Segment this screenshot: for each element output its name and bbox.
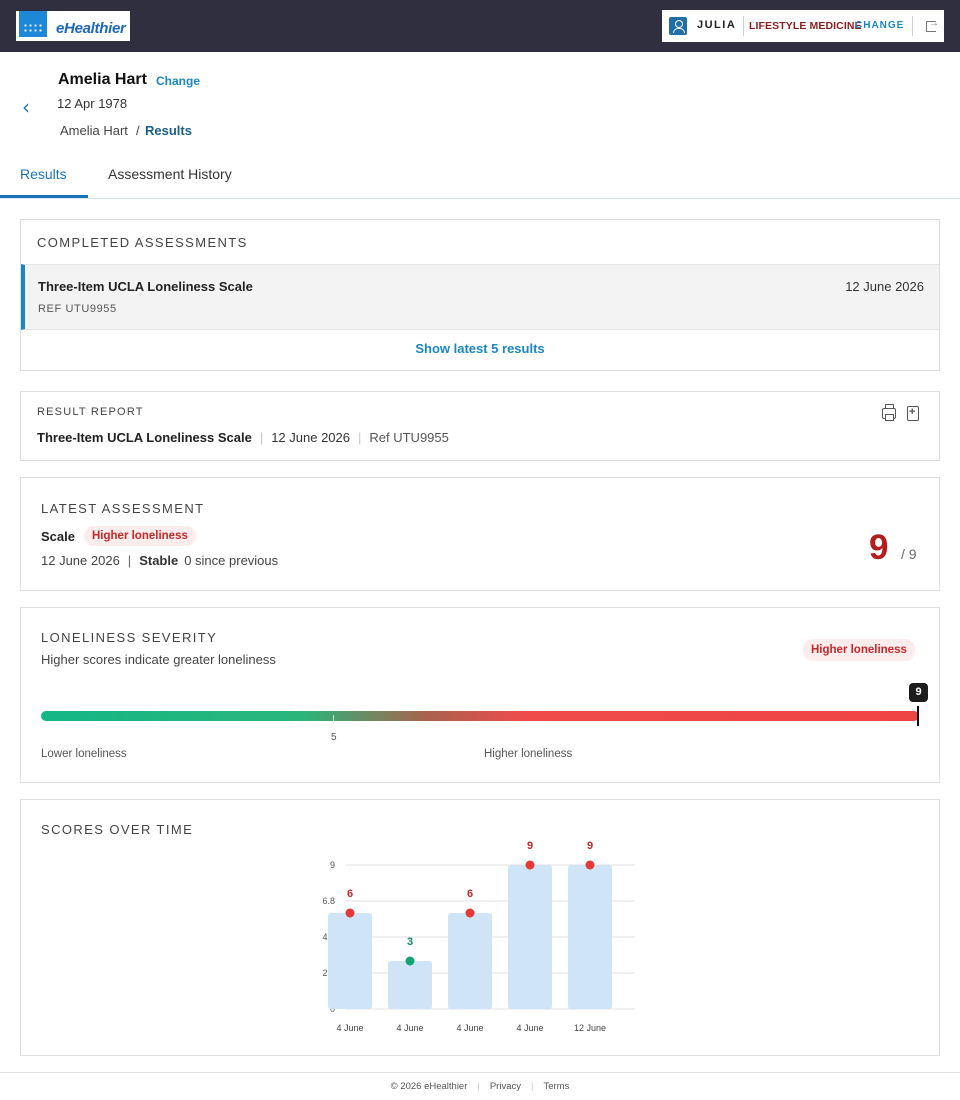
latest-heading: LATEST ASSESSMENT — [41, 501, 205, 516]
severity-threshold-label: 5 — [331, 732, 337, 743]
assessment-date: 12 June 2026 — [845, 279, 924, 294]
data-label: 6 — [467, 888, 473, 900]
completed-heading: COMPLETED ASSESSMENTS — [37, 235, 248, 250]
severity-description: Higher scores indicate greater lonelines… — [41, 652, 276, 667]
tab-results[interactable]: Results — [20, 166, 67, 182]
data-label: 3 — [407, 936, 413, 948]
report-heading: RESULT REPORT — [37, 406, 144, 418]
y-tick-label: 9 — [330, 860, 335, 870]
x-tick-label: 4 June — [336, 1023, 363, 1033]
app-logo[interactable]: eHealthier — [16, 11, 130, 41]
print-icon[interactable] — [882, 404, 896, 421]
report-date: 12 June 2026 — [271, 430, 350, 445]
chart-bar — [508, 865, 552, 1009]
logo-mark-icon — [19, 11, 47, 37]
assessment-title: Three-Item UCLA Loneliness Scale — [38, 279, 253, 294]
change-since-previous: 0 since previous — [184, 553, 279, 568]
divider — [743, 16, 744, 36]
severity-high-label: Higher loneliness — [484, 748, 573, 760]
severity-threshold-tick — [333, 715, 334, 721]
export-pdf-icon[interactable] — [907, 406, 919, 421]
severity-score-badge: 9 — [909, 683, 928, 702]
footer-copyright: © 2026 eHealthier — [390, 1081, 468, 1092]
chart-bar — [448, 913, 492, 1009]
loneliness-severity-card: LONELINESS SEVERITY Higher scores indica… — [20, 607, 940, 783]
severity-scale-bar — [41, 711, 919, 721]
footer-terms-link[interactable]: Terms — [543, 1081, 570, 1092]
severity-heading: LONELINESS SEVERITY — [41, 630, 218, 645]
x-tick-label: 4 June — [396, 1023, 423, 1033]
breadcrumb-current: Results — [145, 123, 192, 138]
trend-label: Stable — [139, 553, 179, 568]
user-icon — [669, 17, 687, 35]
severity-score-marker — [917, 706, 919, 726]
assessment-ref: REF UTU9955 — [38, 303, 117, 315]
back-chevron-icon[interactable]: ‹ — [22, 95, 30, 119]
latest-score: 9 — [869, 528, 889, 567]
report-title: Three-Item UCLA Loneliness Scale — [37, 430, 252, 445]
severity-badge: Higher loneliness — [803, 639, 915, 661]
change-patient-link[interactable]: Change — [156, 74, 201, 88]
x-tick-label: 4 June — [516, 1023, 543, 1033]
footer-privacy-link[interactable]: Privacy — [489, 1081, 521, 1092]
latest-date: 12 June 2026 — [41, 553, 120, 568]
logout-icon[interactable] — [926, 18, 939, 32]
change-organisation-link[interactable]: CHANGE — [855, 20, 905, 31]
chart-point — [465, 908, 475, 918]
footer: © 2026 eHealthier | Privacy | Terms — [0, 1072, 960, 1100]
divider — [912, 16, 913, 36]
x-tick-label: 4 June — [456, 1023, 483, 1033]
scale-label: Scale — [41, 529, 75, 544]
report-ref: Ref UTU9955 — [369, 430, 449, 445]
top-bar: eHealthier JULIA LIFESTYLE MEDICINE CHAN… — [0, 0, 960, 52]
report-summary: Three-Item UCLA Loneliness Scale | 12 June… — [37, 430, 449, 445]
chart-bar — [388, 961, 432, 1009]
severity-badge: Higher loneliness — [84, 526, 196, 546]
chart-point — [585, 860, 595, 870]
organisation-name: LIFESTYLE MEDICINE — [749, 20, 862, 32]
x-tick-label: 12 June — [574, 1023, 606, 1033]
tab-bar: Results Assessment History — [0, 150, 960, 199]
show-latest-results-button[interactable]: Show latest 5 results — [415, 341, 545, 356]
data-label: 9 — [527, 840, 533, 852]
chart-bar — [328, 913, 372, 1009]
y-tick-label: 6.8 — [322, 896, 335, 906]
breadcrumb-patient[interactable]: Amelia Hart — [60, 123, 128, 138]
score-max: / 9 — [901, 546, 917, 562]
data-label: 9 — [587, 840, 593, 852]
user-menu: JULIA LIFESTYLE MEDICINE CHANGE — [662, 10, 944, 42]
tab-assessment-history[interactable]: Assessment History — [108, 166, 232, 182]
result-report-card: RESULT REPORT Three-Item UCLA Loneliness… — [20, 391, 940, 461]
user-name: JULIA — [697, 19, 737, 31]
assessment-list-item[interactable]: Three-Item UCLA Loneliness Scale REF UTU… — [21, 264, 939, 330]
logo-text: eHealthier — [56, 20, 126, 37]
active-tab-indicator — [0, 195, 88, 198]
latest-meta: 12 June 2026 | Stable 0 since previous — [41, 553, 279, 568]
data-label: 6 — [347, 888, 353, 900]
patient-name: Amelia Hart — [58, 71, 147, 88]
chart-point — [405, 956, 415, 966]
scores-heading: SCORES OVER TIME — [41, 822, 194, 837]
chart-point — [345, 908, 355, 918]
completed-assessments-card: COMPLETED ASSESSMENTS Three-Item UCLA Lo… — [20, 219, 940, 371]
chart-point — [525, 860, 535, 870]
chart-bar — [568, 865, 612, 1009]
latest-assessment-card: LATEST ASSESSMENT Scale Higher lonelines… — [20, 477, 940, 591]
breadcrumb-separator: / — [136, 123, 140, 138]
patient-dob: 12 Apr 1978 — [57, 96, 128, 111]
severity-low-label: Lower loneliness — [41, 748, 127, 760]
